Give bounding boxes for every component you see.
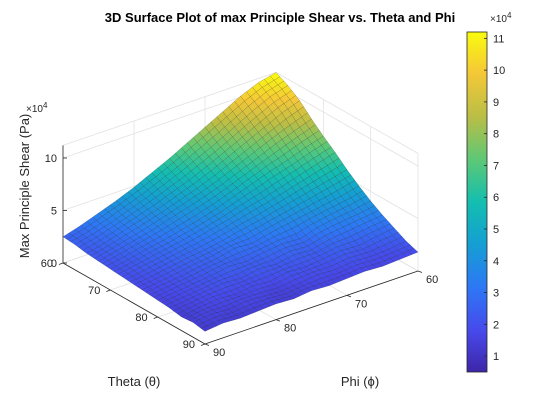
colorbar-tick-label: 3: [493, 288, 499, 300]
colorbar-tick-label: 11: [493, 33, 504, 45]
z-tick-label: 0: [51, 258, 57, 270]
phi-tick: [275, 319, 281, 322]
colorbar-gradient: [466, 31, 488, 373]
x-axis-label: Theta (θ): [108, 374, 161, 389]
theta-tick-label: 60: [41, 258, 53, 270]
z-tick-label: 5: [51, 206, 57, 218]
colorbar-ticks: 1 2 3 4 5 6 7 8 9 10 11: [484, 33, 505, 363]
theta-tick: [200, 343, 206, 346]
colorbar-tick-label: 4: [493, 256, 499, 268]
colorbar-tick-label: 9: [493, 97, 499, 109]
theta-tick: [58, 262, 64, 265]
box-edge: [62, 72, 277, 146]
colorbar: 1 2 3 4 5 6 7 8 9 10 11 ×104: [466, 11, 512, 373]
phi-tick-label: 90: [213, 347, 225, 359]
phi-tick-label: 70: [355, 298, 367, 310]
colorbar-tick-label: 2: [493, 319, 499, 331]
theta-axis-line: [62, 262, 206, 345]
phi-tick: [204, 343, 210, 346]
y-axis-label: Phi (ϕ): [341, 374, 379, 389]
theta-tick-label: 80: [135, 312, 147, 324]
theta-tick: [153, 316, 158, 319]
chart-title: 3D Surface Plot of max Principle Shear v…: [105, 10, 455, 25]
z-axis-exponent: ×104: [26, 101, 48, 115]
theta-tick-label: 70: [88, 285, 100, 297]
wall-grid-line: [275, 84, 419, 167]
colorbar-tick-label: 5: [493, 224, 499, 236]
theta-tick: [106, 289, 111, 292]
colorbar-exponent: ×104: [490, 11, 512, 25]
phi-tick: [346, 294, 352, 298]
surface-cell: [200, 325, 212, 332]
surface-plot: [62, 72, 419, 332]
colorbar-tick-label: 7: [493, 160, 499, 172]
colorbar-tick-label: 1: [493, 351, 499, 363]
colorbar-tick-label: 10: [493, 65, 505, 77]
phi-tick-label: 60: [426, 274, 438, 286]
phi-tick-label: 80: [284, 323, 296, 335]
phi-tick: [417, 270, 423, 273]
z-tick-label: 10: [45, 153, 57, 165]
phi-axis-line: [204, 270, 419, 345]
z-axis-label: Max Principle Shear (Pa): [17, 114, 32, 259]
box-edge: [275, 72, 419, 154]
theta-tick-label: 90: [183, 339, 195, 351]
colorbar-tick-label: 6: [493, 192, 499, 204]
colorbar-tick-label: 8: [493, 129, 499, 141]
